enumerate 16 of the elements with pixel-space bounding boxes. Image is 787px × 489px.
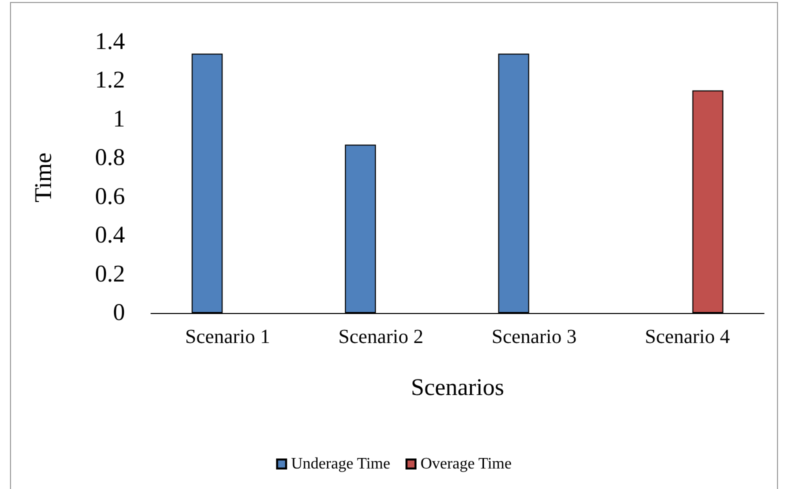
y-tick-label: 0.4 xyxy=(95,222,125,249)
legend-label: Underage Time xyxy=(291,456,390,472)
y-tick-label: 1 xyxy=(113,106,125,132)
y-tick-label: 0 xyxy=(113,300,125,326)
y-tick-label: 1.4 xyxy=(95,29,125,55)
y-tick-label: 1.2 xyxy=(95,68,125,94)
y-tick-label: 0.6 xyxy=(95,184,125,210)
y-tick-label: 0.2 xyxy=(95,261,125,288)
x-axis-title: Scenarios xyxy=(410,375,504,401)
x-tick-label: Scenario 3 xyxy=(492,326,577,348)
y-axis-title: Time xyxy=(31,152,57,202)
x-tick-label: Scenario 2 xyxy=(338,326,424,348)
x-tick-label: Scenario 4 xyxy=(644,326,730,348)
legend-label: Overage Time xyxy=(420,456,512,472)
y-tick-label: 0.8 xyxy=(95,145,125,172)
x-tick-label: Scenario 1 xyxy=(185,326,270,348)
